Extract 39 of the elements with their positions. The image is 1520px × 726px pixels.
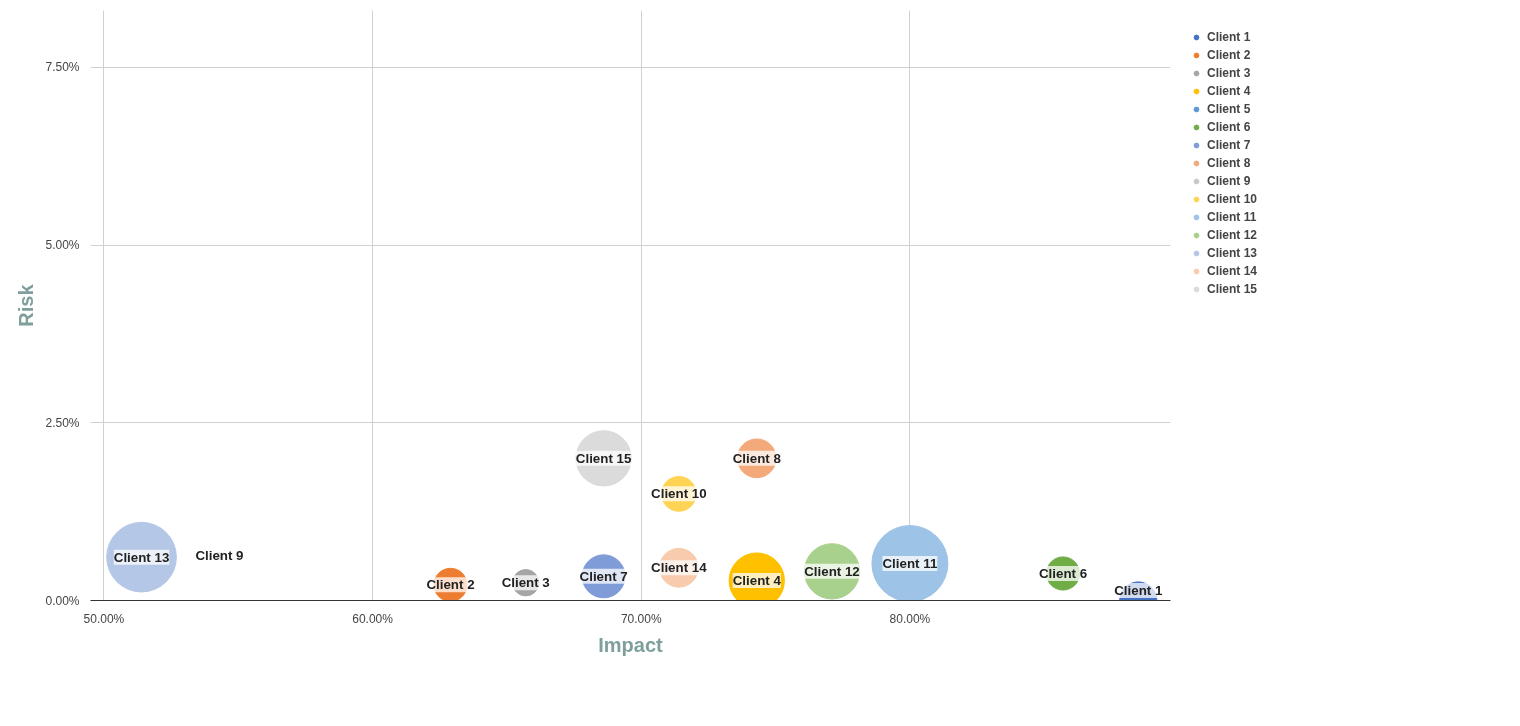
legend-label: Client 14: [1207, 264, 1258, 278]
y-tick-label: 0.00%: [45, 593, 80, 608]
legend-label: Client 6: [1207, 120, 1251, 134]
text: Client 8: [732, 450, 781, 466]
text: Client 9: [195, 548, 244, 564]
x-tick-label: 80.00%: [889, 611, 931, 626]
legend-label: Client 7: [1207, 138, 1251, 152]
x-tick-label: 50.00%: [83, 611, 125, 626]
y-tick-label: 7.50%: [45, 60, 80, 75]
legend-label: Client 1: [1207, 30, 1251, 44]
text: Client 10: [651, 486, 707, 502]
x-axis-title: Impact: [598, 633, 664, 656]
y-tick-label: 5.00%: [45, 238, 80, 253]
legend-label: Client 15: [1207, 282, 1258, 296]
text: Client 13: [113, 549, 170, 565]
legend-label: Client 4: [1207, 84, 1251, 98]
legend-label: Client 3: [1207, 66, 1251, 80]
legend-label: Client 2: [1207, 48, 1251, 62]
text: Client 15: [575, 450, 632, 466]
legend-label: Client 8: [1207, 156, 1251, 170]
text: Client 3: [501, 575, 550, 591]
legend-label: Client 9: [1207, 174, 1251, 188]
y-tick-label: 2.50%: [45, 415, 80, 430]
text: Client 4: [732, 573, 781, 589]
legend-label: Client 10: [1207, 192, 1258, 206]
text: Client 7: [579, 568, 628, 584]
text: Client 2: [426, 577, 475, 593]
legend-label: Client 13: [1207, 246, 1258, 260]
legend-label: Client 12: [1207, 228, 1258, 242]
text: Client 12: [804, 563, 860, 579]
x-tick-label: 60.00%: [352, 611, 394, 626]
x-tick-label: 70.00%: [620, 611, 662, 626]
text: Client 6: [1038, 565, 1088, 581]
text: Client 1: [1114, 583, 1163, 598]
legend-label: Client 5: [1207, 102, 1251, 116]
y-axis-title: Risk: [15, 283, 38, 327]
legend-label: Client 11: [1207, 210, 1257, 224]
text: Client 11: [882, 556, 938, 572]
text: Client 14: [651, 560, 707, 576]
